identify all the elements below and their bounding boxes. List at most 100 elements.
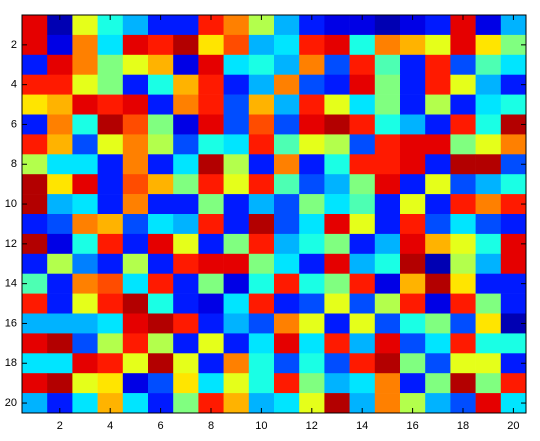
cell <box>400 134 426 155</box>
cell <box>198 154 224 175</box>
cell <box>450 353 476 374</box>
cell <box>122 54 149 75</box>
cell <box>72 74 98 95</box>
y-tick-label: 14 <box>5 278 17 290</box>
cell <box>500 34 527 56</box>
cell <box>97 154 124 175</box>
cell <box>122 174 149 195</box>
cell <box>22 134 48 155</box>
y-tick-label: 6 <box>11 118 17 130</box>
cell <box>475 15 502 36</box>
cell <box>97 353 124 374</box>
cell <box>223 134 250 155</box>
cell <box>148 134 174 155</box>
cell <box>475 114 502 135</box>
cell <box>374 15 401 36</box>
cell <box>374 373 401 394</box>
cell <box>500 114 527 135</box>
cell <box>97 393 124 414</box>
cell <box>274 174 300 195</box>
cell <box>97 134 124 155</box>
cell <box>248 54 275 75</box>
cell <box>248 194 275 215</box>
cell <box>374 353 401 374</box>
cell <box>299 353 325 374</box>
cell <box>324 253 350 274</box>
cell <box>47 94 73 115</box>
cell <box>122 34 149 56</box>
cell <box>475 174 502 195</box>
cell <box>248 154 275 175</box>
cell <box>72 114 98 135</box>
cell <box>299 273 325 294</box>
x-tick-label: 16 <box>406 420 418 432</box>
y-tick-label: 16 <box>5 317 17 329</box>
cell <box>274 214 300 235</box>
cell <box>122 293 149 314</box>
cell <box>425 154 451 175</box>
cell <box>47 233 73 255</box>
cell <box>248 34 275 56</box>
cell <box>173 15 199 36</box>
cell <box>500 54 527 75</box>
cell <box>72 233 98 255</box>
cell <box>72 313 98 334</box>
cell <box>324 233 350 255</box>
cell <box>299 154 325 175</box>
cell <box>299 293 325 314</box>
cell <box>450 15 476 36</box>
cell <box>223 293 250 314</box>
axes-box <box>21 14 527 414</box>
cell <box>148 214 174 235</box>
cell <box>299 333 325 354</box>
cell <box>72 333 98 354</box>
cell <box>122 353 149 374</box>
cell <box>349 174 376 195</box>
cell <box>400 194 426 215</box>
cell <box>400 313 426 334</box>
cell <box>122 114 149 135</box>
cell <box>223 273 250 294</box>
cell <box>274 154 300 175</box>
cell <box>425 34 451 56</box>
cell <box>475 333 502 354</box>
cell <box>173 154 199 175</box>
cell <box>374 114 401 135</box>
cell <box>274 94 300 115</box>
cell <box>274 273 300 294</box>
cell <box>47 313 73 334</box>
cell <box>299 114 325 135</box>
cell <box>299 373 325 394</box>
cell <box>475 253 502 274</box>
cell <box>198 194 224 215</box>
cell <box>274 353 300 374</box>
cell <box>274 114 300 135</box>
cell <box>72 393 98 414</box>
cell <box>450 34 476 56</box>
cell <box>324 353 350 374</box>
cell <box>173 94 199 115</box>
cell <box>72 134 98 155</box>
cell <box>72 214 98 235</box>
cell <box>173 174 199 195</box>
cell <box>22 293 48 314</box>
y-tick-label: 12 <box>5 238 17 250</box>
cell <box>148 313 174 334</box>
cell <box>122 154 149 175</box>
cell <box>400 233 426 255</box>
cell <box>349 233 376 255</box>
cell <box>274 293 300 314</box>
cell <box>349 253 376 274</box>
cell <box>148 15 174 36</box>
cell <box>374 233 401 255</box>
cell <box>425 94 451 115</box>
cell <box>450 134 476 155</box>
cell <box>22 194 48 215</box>
cell <box>198 373 224 394</box>
cell <box>148 253 174 274</box>
cell <box>324 15 350 36</box>
cell <box>400 34 426 56</box>
y-tick-label: 18 <box>5 357 17 369</box>
cell <box>72 154 98 175</box>
cell <box>374 194 401 215</box>
